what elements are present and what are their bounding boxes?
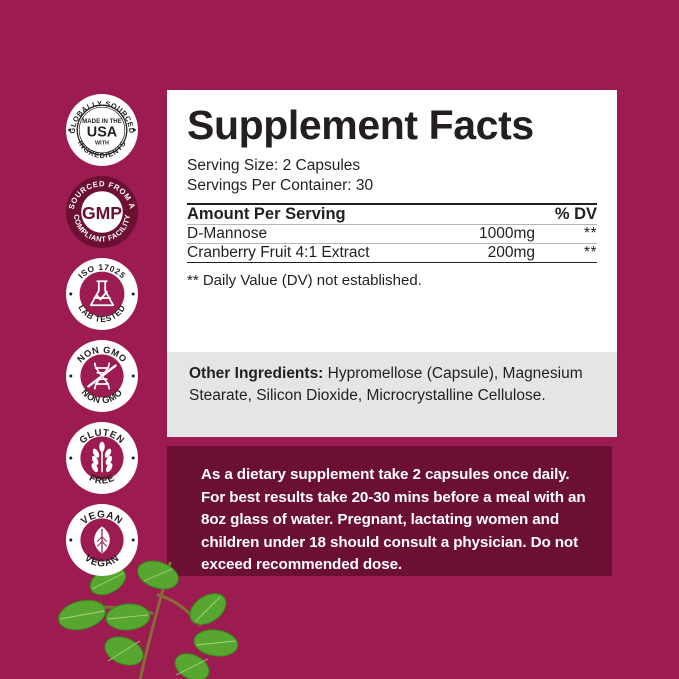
svg-text:NON GMO: NON GMO	[80, 387, 125, 405]
iso-lab-tested-icon: ISO 17025 LAB TESTED	[66, 258, 138, 330]
directions-text: As a dietary supplement take 2 capsules …	[201, 466, 586, 573]
non-gmo-icon: NON GMO NON GMO	[66, 340, 138, 412]
badge-made-in-usa: GLOBALLY SOURCED INGREDIENTS MADE IN THE…	[62, 90, 142, 170]
page-title: Supplement Facts	[187, 102, 534, 148]
nutrient-dv: **	[583, 244, 597, 262]
gmp-icon: SOURCED FROM A COMPLIANT FACILITY GMP	[66, 176, 138, 248]
other-ingredients-text: Other Ingredients: Hypromellose (Capsule…	[189, 363, 595, 406]
badge-line2: USA	[87, 124, 118, 140]
servings-per-container: Servings Per Container: 30	[187, 177, 374, 194]
table-row: D-Mannose 1000mg **	[187, 225, 597, 243]
divider-thin	[187, 243, 597, 245]
nutrition-rows: Cranberry Fruit 4:1 Extract 200mg **	[187, 244, 597, 262]
other-ingredients-list: Hypromellose (Capsule), Magnesium Steara…	[189, 365, 583, 404]
table-row: Cranberry Fruit 4:1 Extract 200mg **	[187, 244, 597, 262]
divider-medium	[187, 262, 597, 264]
vegan-icon: VEGAN VEGAN	[66, 504, 138, 576]
badge-line2: GMP	[82, 203, 122, 223]
other-ingredients-label: Other Ingredients:	[189, 365, 324, 382]
made-in-usa-icon: GLOBALLY SOURCED INGREDIENTS MADE IN THE…	[66, 94, 138, 166]
dv-header: % DV	[554, 205, 597, 224]
badge-vegan: VEGAN VEGAN	[62, 500, 142, 580]
nutrition-rows: D-Mannose 1000mg **	[187, 225, 597, 243]
certification-badge-column: GLOBALLY SOURCED INGREDIENTS MADE IN THE…	[62, 90, 152, 582]
divider-thin	[187, 224, 597, 226]
badge-arc-bottom: NON GMO	[80, 387, 124, 405]
badge-gluten-free: GLUTEN FREE	[62, 418, 142, 498]
leaf-icon	[94, 526, 110, 554]
serving-size: Serving Size: 2 Capsules	[187, 156, 361, 174]
badge-line1: MADE IN THE	[82, 118, 122, 125]
daily-value-footnote: ** Daily Value (DV) not established.	[187, 272, 422, 290]
nutrient-dv: **	[583, 225, 597, 243]
nutrition-table: Amount Per Serving % DV	[187, 205, 597, 224]
svg-text:VEGAN: VEGAN	[82, 553, 122, 570]
badge-iso-lab-tested: ISO 17025 LAB TESTED	[62, 254, 142, 334]
badge-arc-top: VEGAN	[79, 510, 124, 528]
nutrient-name: Cranberry Fruit 4:1 Extract	[187, 244, 370, 262]
badge-non-gmo: NON GMO NON GMO	[62, 336, 142, 416]
directions-panel: As a dietary supplement take 2 capsules …	[167, 446, 612, 576]
nutrient-amount: 1000mg	[478, 225, 535, 243]
gluten-free-icon: GLUTEN FREE	[66, 422, 138, 494]
badge-arc-top: GLUTEN	[78, 427, 126, 446]
other-ingredients-panel: Other Ingredients: Hypromellose (Capsule…	[167, 352, 617, 437]
nutrient-amount: 200mg	[487, 244, 535, 262]
divider-thick	[187, 203, 597, 206]
badge-gmp: SOURCED FROM A COMPLIANT FACILITY GMP	[62, 172, 142, 252]
table-header-row: Amount Per Serving % DV	[187, 205, 597, 224]
amount-per-serving-header: Amount Per Serving	[187, 205, 346, 224]
badge-arc-bottom: FREE	[87, 473, 116, 487]
badge-line3: WITH	[95, 140, 109, 146]
svg-text:FREE: FREE	[87, 473, 116, 487]
svg-text:VEGAN: VEGAN	[79, 510, 125, 528]
wheat-icon	[91, 441, 113, 473]
svg-text:GLUTEN: GLUTEN	[78, 427, 127, 446]
badge-arc-bottom: VEGAN	[82, 553, 121, 570]
nutrient-name: D-Mannose	[187, 225, 268, 243]
